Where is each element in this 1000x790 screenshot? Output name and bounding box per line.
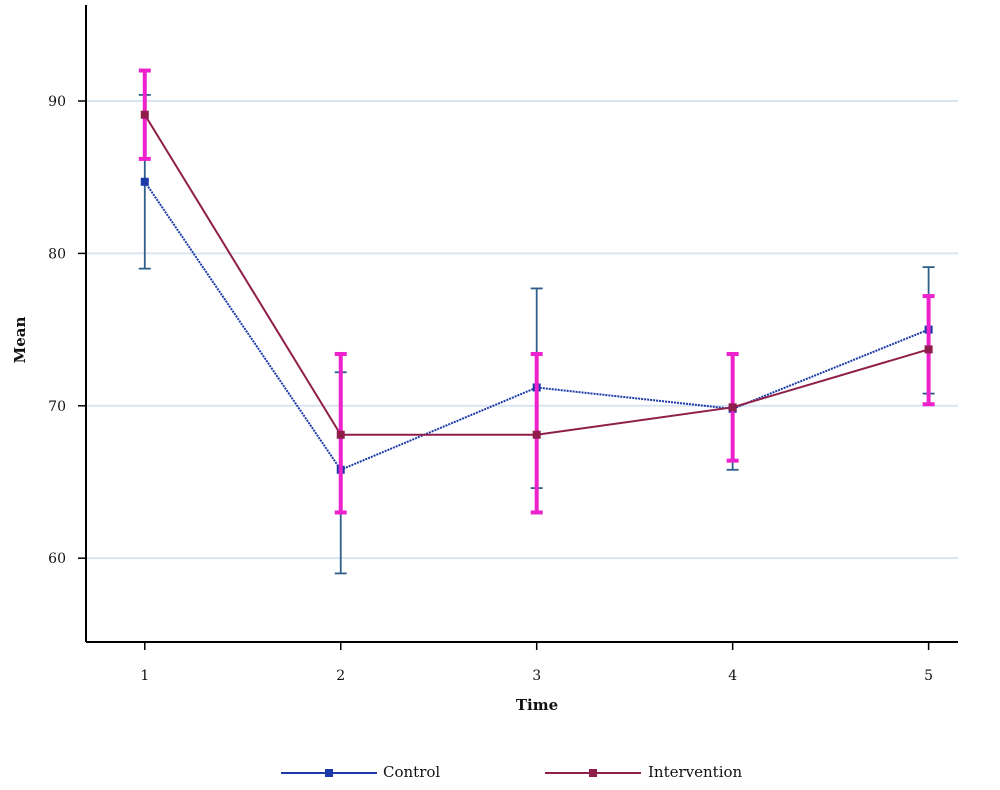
legend-item-intervention[interactable]: Intervention: [545, 763, 743, 781]
x-axis-title: Time: [516, 696, 558, 714]
data-point-intervention: [140, 110, 149, 119]
legend-item-control[interactable]: Control: [281, 763, 440, 781]
y-tick-label: 80: [48, 246, 66, 262]
y-tick-label: 90: [48, 94, 66, 110]
x-tick-label: 2: [336, 668, 345, 684]
x-tick-label: 1: [140, 668, 149, 684]
legend-label-intervention: Intervention: [648, 763, 743, 781]
gridlines: [86, 100, 958, 560]
data-point-control: [140, 177, 149, 186]
data-point-intervention: [924, 345, 933, 354]
legend: Control Intervention: [281, 763, 743, 781]
data-point-intervention: [728, 403, 737, 412]
series-layer: [138, 68, 935, 575]
axes: [85, 5, 958, 643]
data-point-intervention: [336, 430, 345, 439]
legend-marker-intervention: [589, 769, 597, 777]
x-ticks: 1 2 3 4 5: [140, 642, 933, 684]
legend-marker-control: [325, 769, 333, 777]
series-intervention: [138, 68, 935, 515]
y-axis-title: Mean: [11, 317, 29, 364]
x-tick-label: 3: [532, 668, 541, 684]
y-tick-label: 70: [48, 399, 66, 415]
legend-label-control: Control: [383, 763, 440, 781]
y-tick-label: 60: [48, 551, 66, 567]
series-line-control: [143, 181, 929, 472]
x-tick-label: 5: [924, 668, 933, 684]
y-ticks: 60 70 80 90: [48, 94, 86, 567]
data-point-intervention: [532, 430, 541, 439]
x-tick-label: 4: [728, 668, 737, 684]
